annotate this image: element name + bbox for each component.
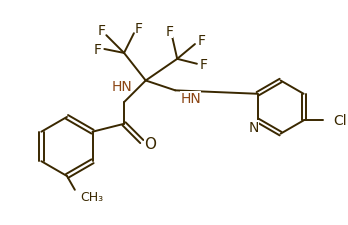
- Text: CH₃: CH₃: [80, 190, 103, 203]
- Text: F: F: [200, 58, 208, 71]
- Text: F: F: [198, 34, 206, 48]
- Text: F: F: [94, 43, 102, 57]
- Text: F: F: [165, 25, 173, 39]
- Text: O: O: [144, 136, 156, 151]
- Text: N: N: [248, 121, 259, 135]
- Text: HN: HN: [180, 92, 201, 106]
- Text: F: F: [135, 22, 143, 36]
- Text: HN: HN: [112, 80, 133, 94]
- Text: Cl: Cl: [333, 114, 347, 128]
- Text: F: F: [97, 24, 105, 38]
